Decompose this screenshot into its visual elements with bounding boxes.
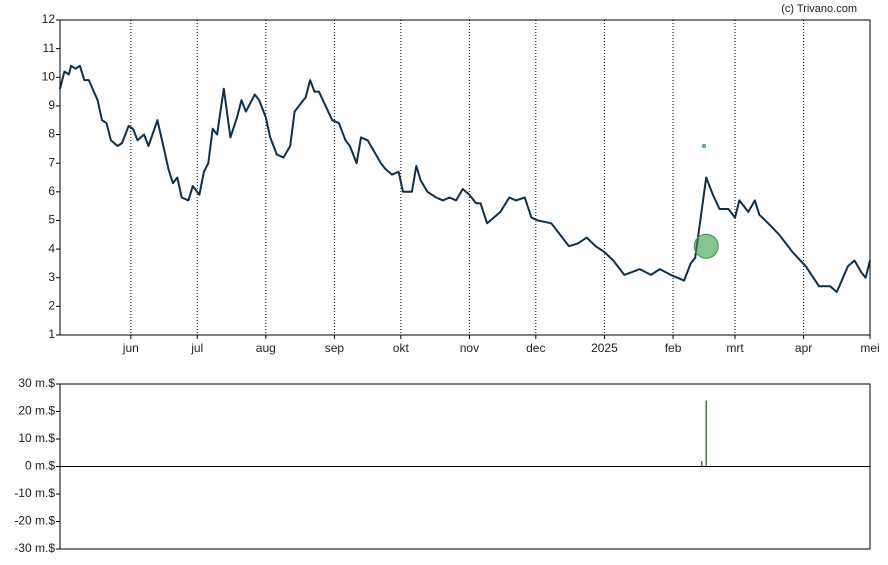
credit: (c) Trivano.com — [781, 3, 857, 15]
y-tick-label: 9 — [48, 98, 55, 112]
y-tick-label: 1 — [48, 327, 55, 341]
y-tick-label: 12 — [42, 12, 56, 26]
bar — [705, 400, 707, 467]
y-tick-label: 3 — [48, 270, 55, 284]
x-tick-label: sep — [325, 341, 345, 355]
price-line — [59, 64, 871, 293]
plot-frame — [59, 19, 871, 336]
y-tick-label: 0 m.$ — [25, 459, 55, 473]
x-tick-label: dec — [526, 341, 545, 355]
x-tick-label: nov — [460, 341, 479, 355]
y-tick-label: -20 m.$ — [14, 514, 55, 528]
y-tick-label: 2 — [48, 299, 55, 313]
x-tick-label: okt — [393, 341, 410, 355]
x-tick-label: apr — [795, 341, 812, 355]
y-tick-label: 20 m.$ — [18, 404, 55, 418]
x-tick-label: mei — [860, 341, 879, 355]
trade-marker — [693, 233, 719, 259]
x-tick-label: 2025 — [591, 341, 618, 355]
y-tick-label: 10 — [42, 69, 56, 83]
y-tick-label: 30 m.$ — [18, 376, 55, 390]
y-tick-label: -30 m.$ — [14, 541, 55, 555]
x-tick-label: feb — [665, 341, 682, 355]
plot-frame — [59, 383, 871, 550]
y-tick-label: 8 — [48, 127, 55, 141]
y-tick-label: 7 — [48, 155, 55, 169]
x-tick-label: jun — [122, 341, 139, 355]
y-tick-label: 4 — [48, 241, 55, 255]
y-tick-label: 6 — [48, 184, 55, 198]
trade-marker — [702, 144, 707, 148]
x-tick-label: mrt — [726, 341, 744, 355]
bar — [701, 461, 703, 467]
y-tick-label: 10 m.$ — [18, 431, 55, 445]
y-tick-label: 11 — [43, 41, 56, 55]
y-tick-label: -10 m.$ — [14, 486, 55, 500]
x-tick-label: jul — [190, 341, 203, 355]
y-tick-label: 5 — [48, 213, 55, 227]
x-tick-label: aug — [256, 341, 276, 355]
